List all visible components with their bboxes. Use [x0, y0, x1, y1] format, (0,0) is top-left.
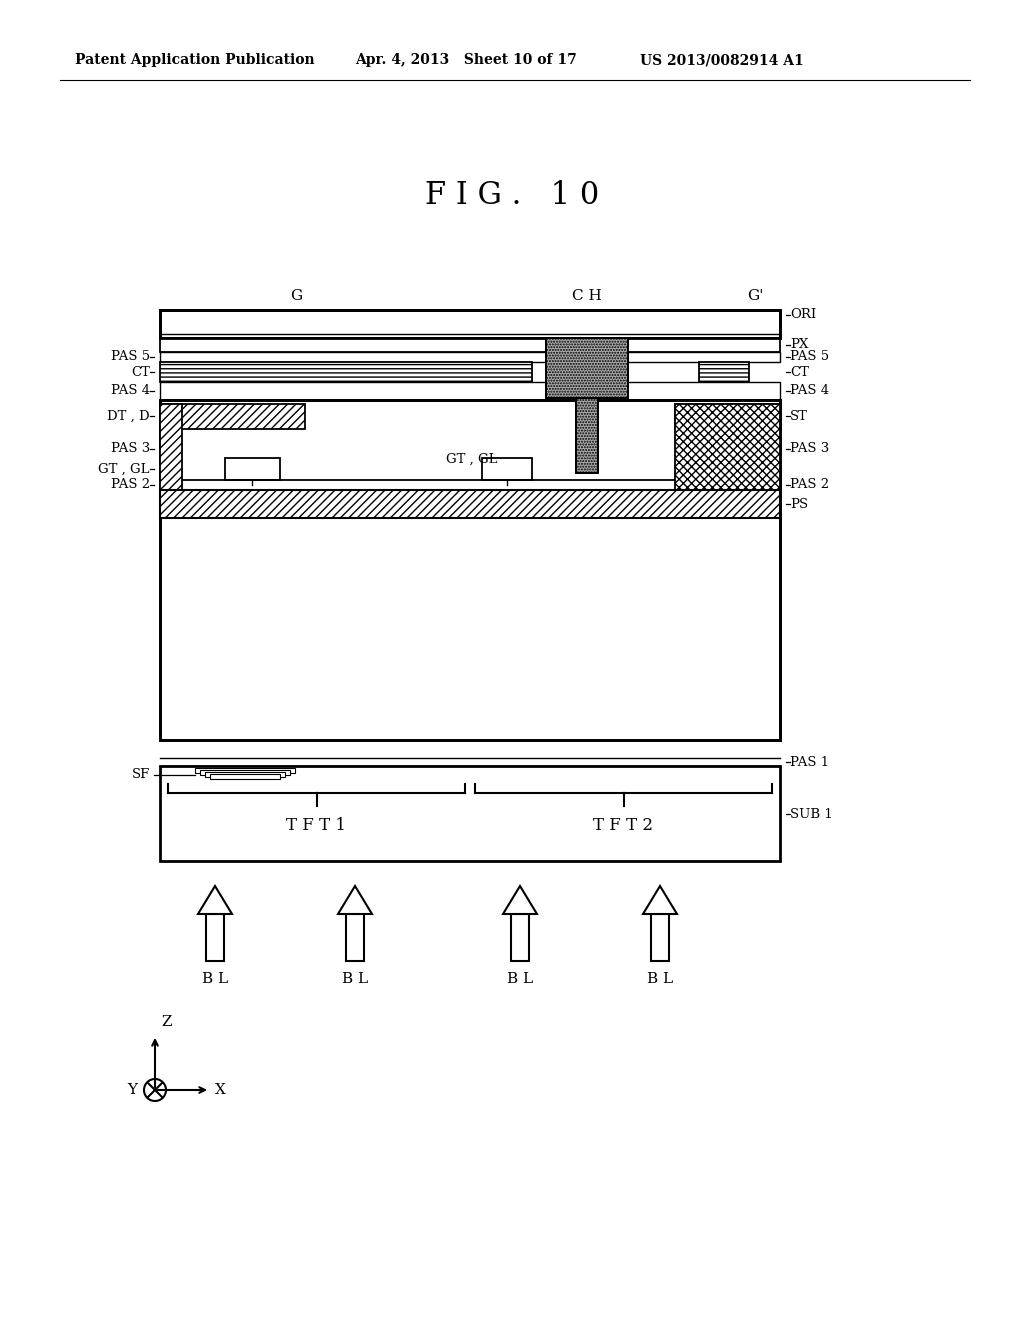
Bar	[628, 338, 780, 352]
Bar	[675, 404, 780, 429]
Bar	[195, 768, 295, 774]
Bar	[675, 404, 780, 490]
Bar	[160, 310, 780, 338]
Polygon shape	[503, 886, 537, 913]
Polygon shape	[198, 886, 232, 913]
Text: US 2013/0082914 A1: US 2013/0082914 A1	[640, 53, 804, 67]
Bar	[206, 913, 224, 961]
Text: PAS 3: PAS 3	[790, 442, 829, 455]
Text: B L: B L	[647, 972, 673, 986]
Text: G: G	[290, 289, 302, 304]
Text: PAS 2: PAS 2	[111, 479, 150, 491]
Text: B L: B L	[202, 972, 228, 986]
Text: B L: B L	[342, 972, 368, 986]
Text: PAS 4: PAS 4	[111, 384, 150, 397]
Bar	[160, 400, 780, 741]
Bar	[160, 404, 305, 429]
Text: C H: C H	[572, 289, 602, 304]
Bar	[160, 766, 780, 861]
Text: Apr. 4, 2013   Sheet 10 of 17: Apr. 4, 2013 Sheet 10 of 17	[355, 53, 577, 67]
Bar	[699, 362, 749, 381]
Bar	[200, 770, 290, 775]
Text: X: X	[215, 1082, 226, 1097]
Text: SF: SF	[132, 768, 150, 781]
Bar	[575, 399, 598, 473]
Text: GT , GL: GT , GL	[446, 453, 498, 466]
Bar	[210, 774, 280, 779]
Polygon shape	[338, 886, 372, 913]
Text: PAS 5: PAS 5	[790, 351, 829, 363]
Text: CT: CT	[790, 366, 809, 379]
Bar	[160, 310, 780, 338]
Text: B L: B L	[507, 972, 534, 986]
Bar	[546, 338, 628, 399]
Text: Z: Z	[161, 1015, 171, 1030]
Text: SUB 1: SUB 1	[790, 808, 833, 821]
Bar	[205, 772, 285, 777]
Bar	[160, 362, 532, 381]
Text: Patent Application Publication: Patent Application Publication	[75, 53, 314, 67]
Text: G': G'	[746, 289, 763, 304]
Bar	[575, 399, 598, 473]
Bar	[160, 352, 780, 362]
Bar	[482, 458, 532, 480]
Text: T F T 2: T F T 2	[593, 817, 653, 834]
Bar	[160, 490, 780, 517]
Text: ST: ST	[790, 409, 808, 422]
Text: GT , GL: GT , GL	[98, 462, 150, 475]
Bar	[160, 400, 780, 741]
Text: PAS 3: PAS 3	[111, 442, 150, 455]
Polygon shape	[643, 886, 677, 913]
Text: PS: PS	[790, 498, 808, 511]
Text: PAS 1: PAS 1	[790, 755, 829, 768]
Bar	[160, 404, 182, 490]
Text: DT , D: DT , D	[108, 409, 150, 422]
Text: CT: CT	[131, 366, 150, 379]
Text: PAS 5: PAS 5	[111, 351, 150, 363]
Bar	[346, 913, 364, 961]
Bar	[160, 338, 546, 352]
Text: PAS 2: PAS 2	[790, 479, 829, 491]
Text: T F T 1: T F T 1	[286, 817, 346, 834]
Bar	[160, 381, 780, 400]
Text: ORI: ORI	[790, 309, 816, 322]
Text: Y: Y	[127, 1082, 137, 1097]
Bar	[546, 338, 628, 399]
Text: F I G .   1 0: F I G . 1 0	[425, 180, 599, 210]
Bar	[225, 458, 280, 480]
Bar	[651, 913, 669, 961]
Text: PAS 4: PAS 4	[790, 384, 829, 397]
Text: PX: PX	[790, 338, 808, 351]
Bar	[511, 913, 529, 961]
